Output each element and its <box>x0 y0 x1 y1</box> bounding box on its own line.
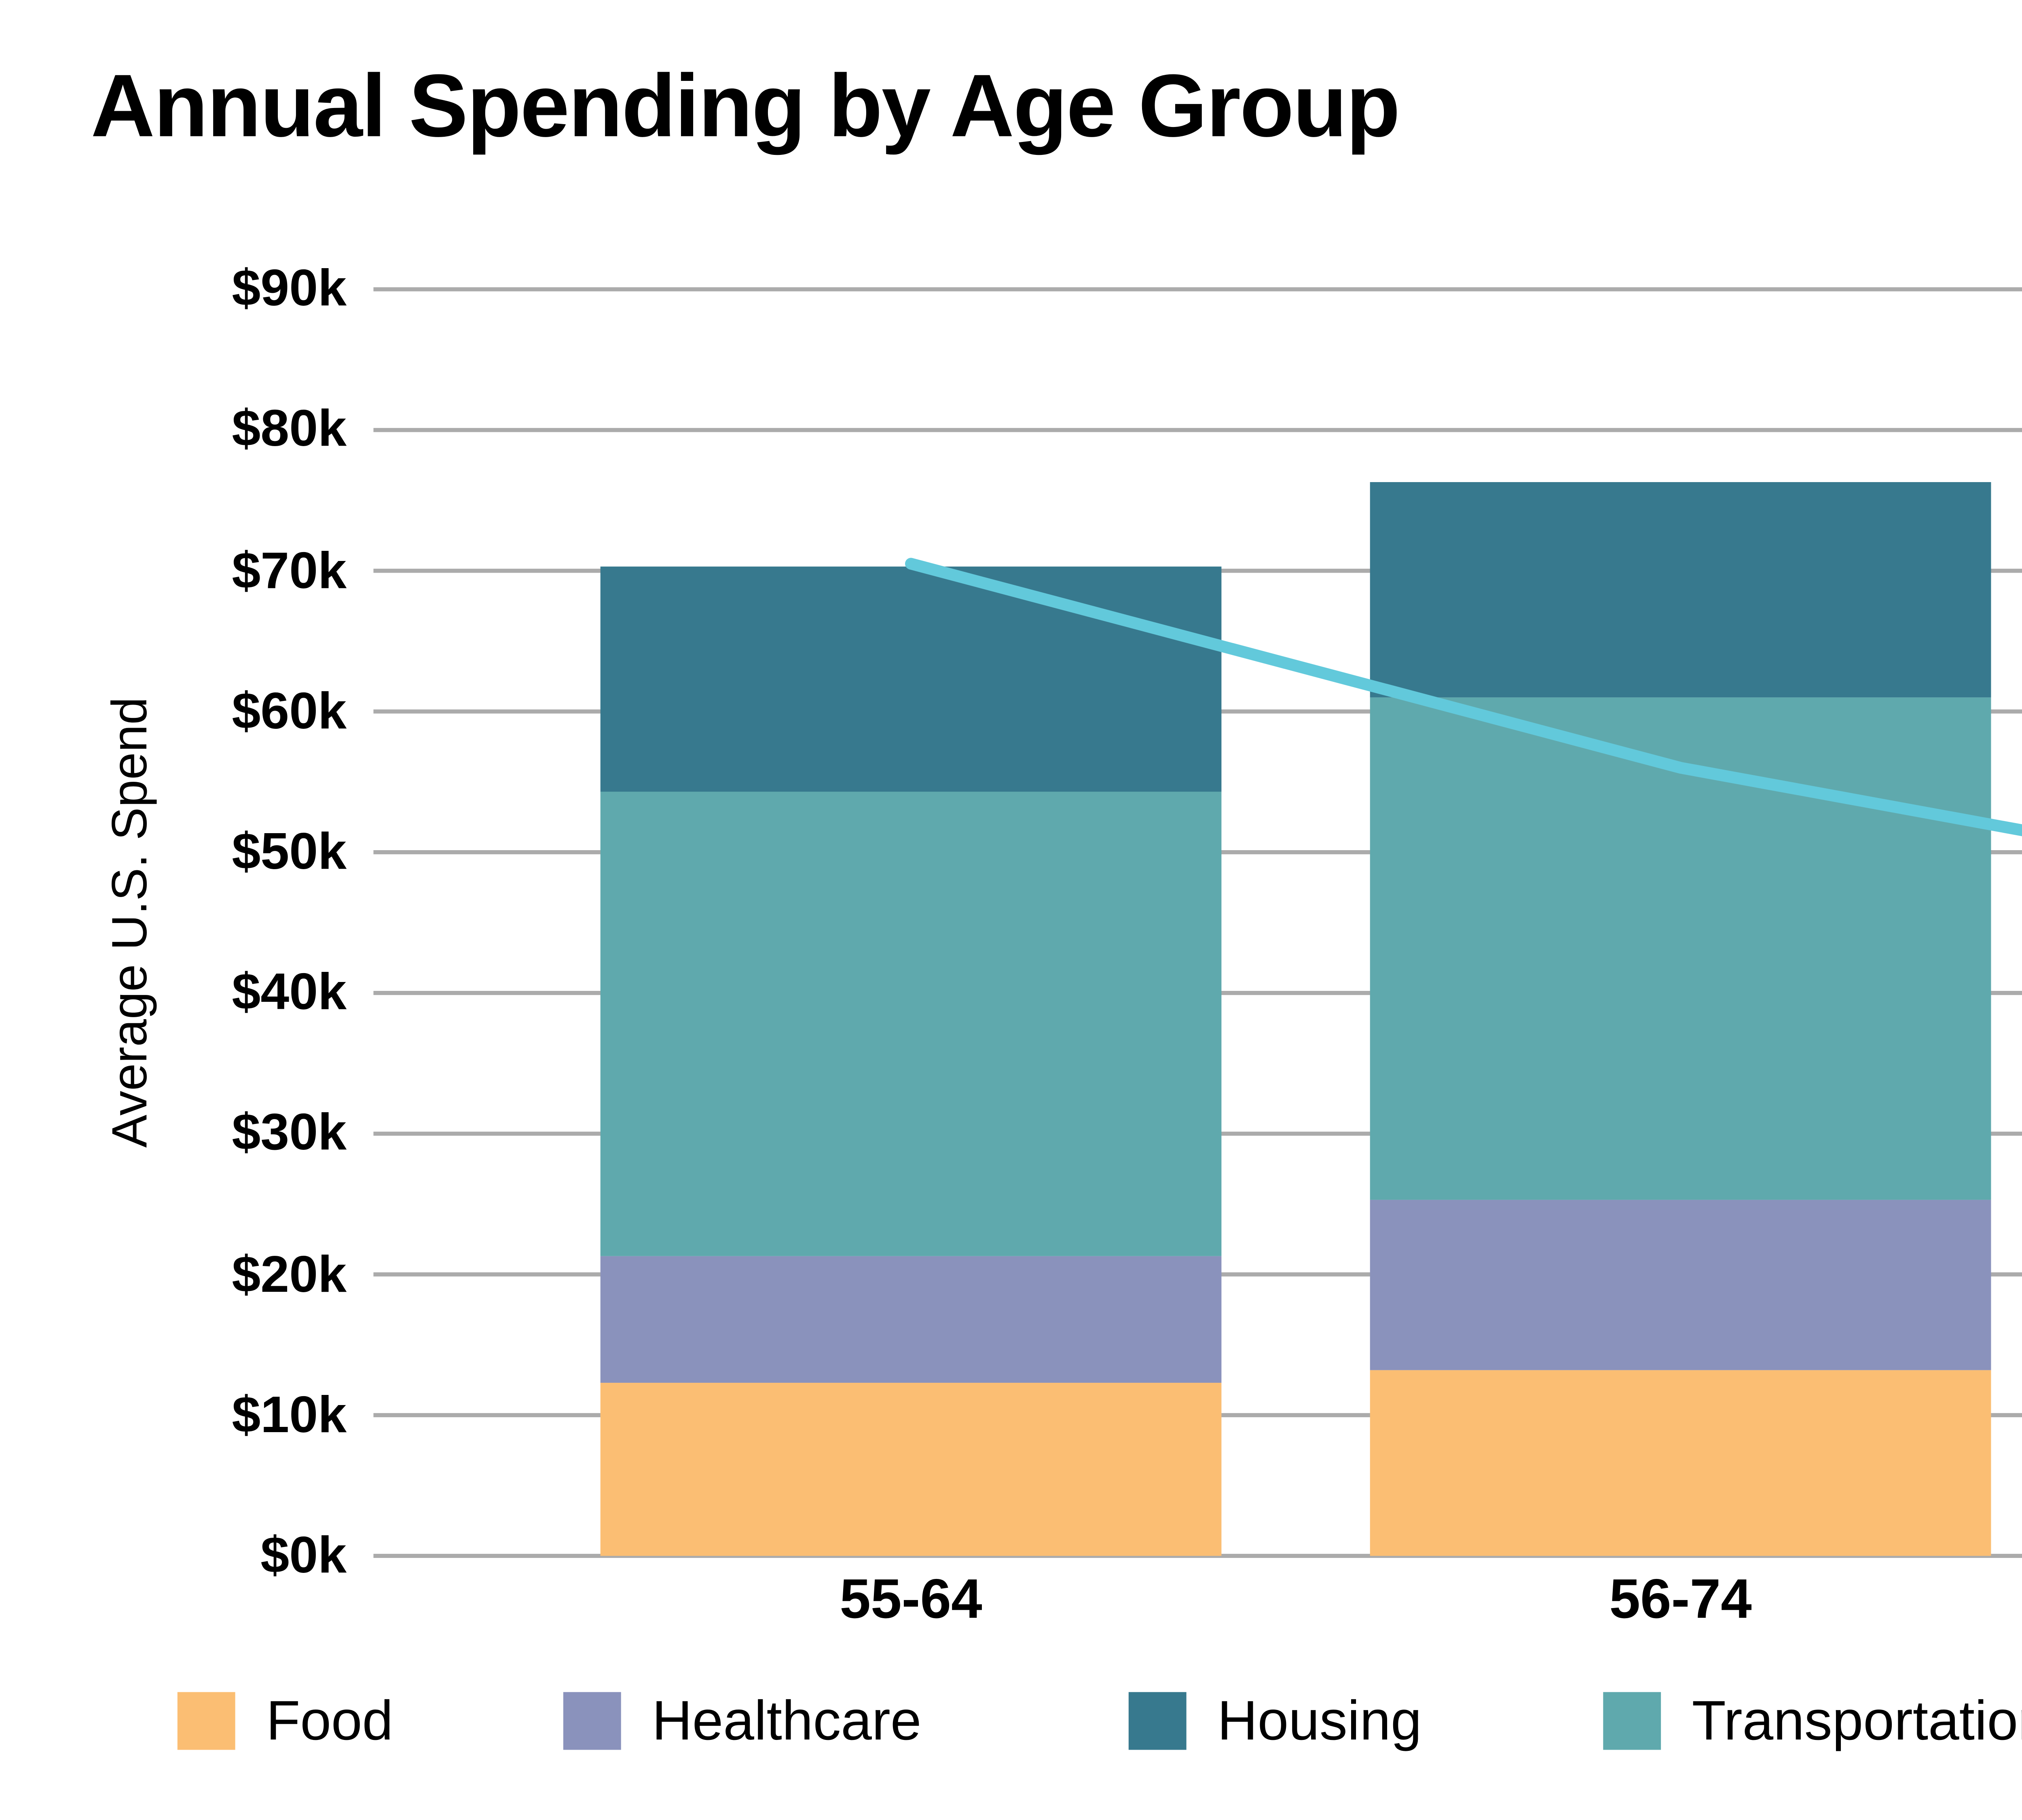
left-tick-label-3: $30k <box>232 1105 347 1163</box>
bar-segment-food-56-74 <box>1370 1370 1991 1556</box>
left-tick-label-0: $0k <box>260 1527 347 1585</box>
left-tick-label-9: $90k <box>232 260 347 318</box>
legend-item-healthcare: Healthcare <box>563 1684 922 1758</box>
legend-label-food: Food <box>266 1689 393 1751</box>
x-tick-label-56-74: 56-74 <box>1609 1568 1752 1630</box>
total-annual-spend-line <box>905 558 2022 836</box>
left-tick-label-4: $40k <box>232 964 347 1022</box>
legend-swatch-food <box>177 1692 235 1750</box>
left-tick-label-5: $50k <box>232 823 347 881</box>
legend-label-housing: Housing <box>1217 1689 1422 1751</box>
left-tick-label-2: $20k <box>232 1245 347 1304</box>
left-tick-label-1: $10k <box>232 1386 347 1444</box>
bar-segment-healthcare-55-64 <box>600 1256 1222 1383</box>
legend-item-food: Food <box>177 1684 393 1758</box>
left-tick-label-7: $70k <box>232 542 347 600</box>
legend-label-healthcare: Healthcare <box>652 1689 922 1751</box>
bar-segment-healthcare-56-74 <box>1370 1200 1991 1370</box>
bar-segment-housing-56-74 <box>1370 482 1991 698</box>
left-axis-title: Average U.S. Spend <box>103 697 159 1148</box>
legend-swatch-healthcare <box>563 1692 621 1750</box>
x-tick-label-55-64: 55-64 <box>840 1568 982 1630</box>
bar-segment-transportation-55-64 <box>600 791 1222 1256</box>
left-tick-label-6: $60k <box>232 682 347 741</box>
legend-swatch-housing <box>1128 1692 1187 1750</box>
legend-swatch-transportation <box>1603 1692 1661 1750</box>
chart-title: Annual Spending by Age Group <box>91 57 1400 157</box>
legend-item-transportation: Transportation <box>1603 1684 2022 1758</box>
legend-item-housing: Housing <box>1128 1684 1422 1758</box>
left-tick-label-8: $80k <box>232 401 347 459</box>
legend-label-transportation: Transportation <box>1692 1689 2022 1751</box>
bar-segment-housing-55-64 <box>600 566 1222 792</box>
bar-segment-transportation-56-74 <box>1370 697 1991 1200</box>
bar-segment-food-55-64 <box>600 1382 1222 1556</box>
